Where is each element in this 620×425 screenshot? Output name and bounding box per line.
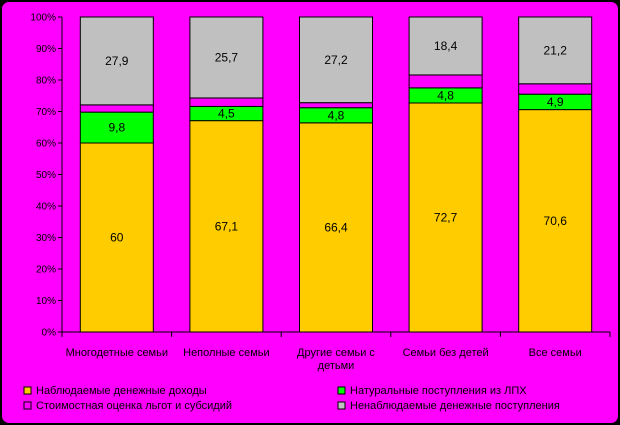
legend-label: Стоимостная оценка льгот и субсидий — [36, 400, 232, 412]
data-label: 67,1 — [215, 219, 239, 233]
data-label: 4,9 — [547, 95, 564, 109]
bar-segment — [408, 102, 483, 333]
bar-segment — [79, 111, 154, 144]
y-tick-label: 50% — [36, 170, 56, 181]
data-label: 70,6 — [544, 214, 568, 228]
bar-segment — [518, 16, 593, 85]
y-tick-label: 0% — [42, 328, 57, 339]
data-label: 21,2 — [544, 43, 568, 57]
data-label: 18,4 — [434, 39, 458, 53]
data-label: 4,5 — [218, 107, 235, 121]
bar-segment — [299, 102, 373, 109]
x-axis: Многодетные семьи Неполные семьи Другие се… — [61, 331, 611, 372]
legend-label: Натуральные поступления из ЛПХ — [350, 385, 527, 397]
data-label: 4,8 — [437, 88, 454, 102]
y-tick-label: 100% — [30, 13, 56, 24]
legend-swatch — [23, 401, 32, 410]
bar-segment — [518, 109, 593, 333]
y-tick-label: 90% — [36, 44, 56, 55]
x-category-label: Другие семьи с детьми — [297, 347, 375, 372]
y-tick-label: 80% — [36, 76, 56, 87]
bar-segment — [189, 16, 264, 99]
y-tick-label: 70% — [36, 107, 56, 118]
data-label: 27,9 — [105, 54, 129, 68]
data-label: 27,2 — [324, 53, 348, 67]
bar-segment — [299, 122, 373, 333]
bar-segment — [518, 83, 593, 95]
data-label: 72,7 — [434, 210, 458, 224]
x-category-label: Многодетные семьи — [66, 347, 168, 359]
x-category-label: Неполные семьи — [183, 347, 270, 359]
data-label: 4,8 — [328, 108, 345, 122]
y-tick-label: 60% — [36, 139, 56, 150]
data-label: 25,7 — [215, 50, 239, 64]
y-tick-label: 40% — [36, 202, 56, 213]
bar-segment — [79, 104, 154, 113]
bar-segment — [408, 74, 483, 89]
legend: Наблюдаемые денежные доходы Натуральные п… — [23, 385, 560, 412]
legend-swatch — [23, 386, 32, 395]
bar-segment — [189, 120, 264, 333]
y-tick-label: 30% — [36, 233, 56, 244]
legend-swatch — [337, 386, 346, 395]
legend-swatch — [337, 401, 346, 410]
data-label: 9,8 — [108, 121, 125, 135]
legend-label: Ненаблюдаемые денежные поступления — [350, 400, 560, 412]
bar-segment — [79, 16, 154, 106]
y-tick-label: 20% — [36, 265, 56, 276]
data-label: 60 — [110, 231, 124, 245]
legend-label: Наблюдаемые денежные доходы — [36, 385, 207, 397]
y-tick-label: 10% — [36, 296, 56, 307]
bar-segment — [189, 97, 264, 107]
x-category-label: Семьи без детей — [403, 347, 489, 359]
bar-segment — [299, 16, 373, 104]
x-category-label: Все семьи — [529, 347, 582, 359]
y-axis: 0% 10% 20% 30% 40% 50% 60% 70% 80% 90% 100% — [30, 13, 63, 339]
bar-segment — [408, 16, 483, 76]
data-label: 66,4 — [324, 220, 348, 234]
